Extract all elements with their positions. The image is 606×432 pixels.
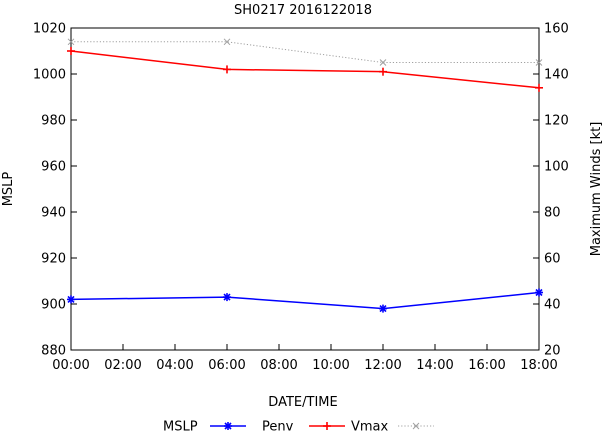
y-left-tick-label: 920: [41, 252, 66, 267]
vmax-data-point: [379, 59, 387, 66]
legend-label-penv: Penv: [262, 420, 294, 432]
penv-data-point: [223, 65, 231, 74]
x-tick-label: 06:00: [208, 358, 245, 373]
y-axis-left-label: MSLP: [1, 172, 16, 207]
y-right-tick-label: 20: [544, 344, 561, 359]
y-left-tick-label: 900: [41, 298, 66, 313]
penv-data-point: [67, 47, 75, 55]
series-layer: [67, 38, 543, 313]
vmax-data-point: [67, 38, 75, 46]
y-right-tick-label: 80: [544, 206, 561, 221]
y-right-tick-label: 40: [544, 298, 561, 313]
plot-frame: [70, 27, 540, 351]
legend-marker-mslp: [224, 422, 232, 430]
y-left-tick-label: 1020: [33, 22, 66, 37]
x-tick-label: 16:00: [468, 358, 505, 373]
vmax-data-point: [535, 59, 543, 66]
mslp-data-point: [535, 288, 543, 297]
mslp-data-point: [67, 295, 75, 304]
y-right-tick-label: 120: [544, 114, 569, 129]
mslp-series-line: [70, 291, 540, 310]
y-left-tick-label: 960: [41, 160, 66, 175]
vmax-data-point: [223, 38, 231, 46]
legend-marker-vmax: [412, 422, 420, 430]
vmax-series-line: [71, 41, 539, 63]
y-left-tick-label: 940: [41, 206, 66, 221]
axis-ticks: 880 900 920 940 960 980 1000 1020 20 40 60 80 100 120…: [33, 22, 569, 374]
x-tick-label: 10:00: [312, 358, 349, 373]
legend-label-vmax: Vmax: [351, 420, 389, 432]
y-left-tick-label: 880: [41, 344, 66, 359]
y-right-tick-label: 100: [544, 160, 569, 175]
y-axis-right-label: Maximum Winds [kt]: [589, 122, 604, 257]
penv-series-line: [70, 50, 540, 89]
y-left-tick-label: 980: [41, 114, 66, 129]
y-left-tick-label: 1000: [33, 68, 66, 83]
y-right-tick-label: 160: [544, 22, 569, 37]
x-tick-label: 04:00: [156, 358, 193, 373]
penv-data-point: [379, 67, 387, 76]
mslp-data-point: [379, 304, 387, 313]
x-tick-label: 18:00: [520, 358, 557, 373]
x-tick-label: 12:00: [364, 358, 401, 373]
x-tick-label: 00:00: [52, 358, 89, 373]
mslp-data-point: [223, 293, 231, 302]
legend: MSLP Penv Vmax: [163, 420, 434, 432]
legend-marker-penv: [323, 422, 331, 430]
x-tick-label: 14:00: [416, 358, 453, 373]
y-right-tick-label: 140: [544, 68, 569, 83]
y-right-tick-label: 60: [544, 252, 561, 267]
chart-title: SH0217 2016122018: [234, 3, 372, 18]
x-tick-label: 08:00: [260, 358, 297, 373]
x-axis-label: DATE/TIME: [268, 395, 337, 410]
x-tick-label: 02:00: [104, 358, 141, 373]
legend-label-mslp: MSLP: [163, 420, 198, 432]
penv-data-point: [535, 83, 543, 92]
